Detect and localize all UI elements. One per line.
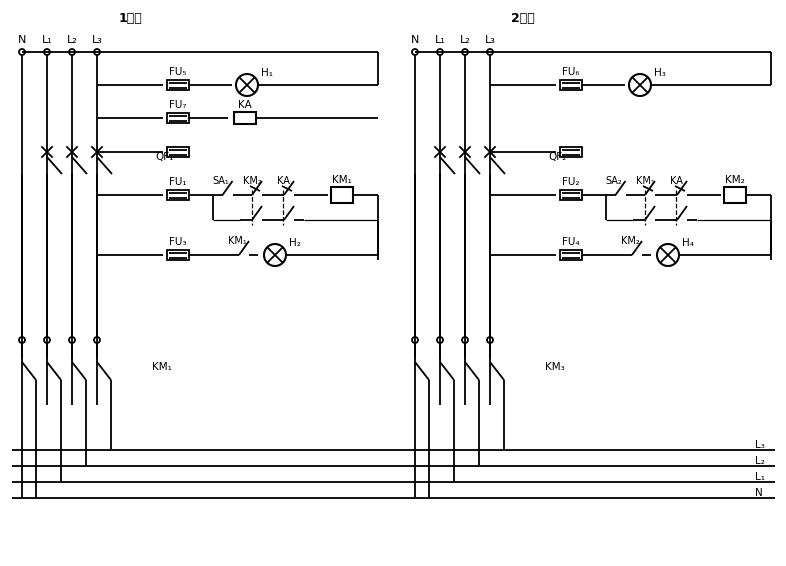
Text: L₁: L₁ — [435, 35, 446, 45]
Text: KM₃: KM₃ — [545, 362, 565, 372]
Text: KM₂: KM₂ — [621, 236, 639, 246]
Bar — [167, 80, 189, 90]
Text: FU₄: FU₄ — [562, 237, 580, 247]
Text: L₂: L₂ — [67, 35, 77, 45]
Bar — [560, 190, 582, 200]
Text: SA₁: SA₁ — [213, 176, 230, 186]
Text: L₃: L₃ — [91, 35, 102, 45]
Text: FU₅: FU₅ — [169, 67, 187, 77]
Text: KA: KA — [238, 100, 252, 110]
Text: L₃: L₃ — [484, 35, 495, 45]
Text: KA: KA — [277, 176, 289, 186]
Text: FU₆: FU₆ — [562, 67, 580, 77]
Text: KM₁: KM₁ — [152, 362, 172, 372]
Text: L₂: L₂ — [755, 456, 765, 466]
Text: SA₂: SA₂ — [606, 176, 623, 186]
Text: L₂: L₂ — [460, 35, 470, 45]
Circle shape — [657, 244, 679, 266]
Text: 2电源: 2电源 — [511, 11, 535, 24]
Text: L₁: L₁ — [42, 35, 53, 45]
Bar — [331, 187, 353, 203]
Bar — [724, 187, 746, 203]
Text: KM₁: KM₁ — [332, 175, 352, 185]
Text: KM₁: KM₁ — [636, 176, 655, 186]
Text: 1电源: 1电源 — [118, 11, 142, 24]
Text: FU₂: FU₂ — [562, 177, 580, 187]
Text: L₁: L₁ — [755, 472, 765, 482]
Text: FU₇: FU₇ — [169, 100, 187, 110]
Text: N: N — [755, 488, 762, 498]
Text: H₁: H₁ — [261, 68, 273, 78]
Text: H₂: H₂ — [289, 238, 301, 248]
Text: FU₃: FU₃ — [169, 237, 187, 247]
Bar — [167, 190, 189, 200]
Text: H₃: H₃ — [654, 68, 666, 78]
Bar — [167, 113, 189, 123]
Bar — [560, 147, 582, 157]
Text: KM₂: KM₂ — [725, 175, 745, 185]
Text: QF₂: QF₂ — [548, 152, 566, 162]
Text: KM₁: KM₁ — [228, 236, 246, 246]
Bar — [560, 80, 582, 90]
Text: KA: KA — [670, 176, 682, 186]
Bar — [560, 250, 582, 260]
Text: KM₂: KM₂ — [243, 176, 262, 186]
Bar — [234, 112, 256, 124]
Text: N: N — [411, 35, 419, 45]
Text: QF₁: QF₁ — [155, 152, 174, 162]
Text: N: N — [18, 35, 26, 45]
Text: H₄: H₄ — [682, 238, 694, 248]
Text: FU₁: FU₁ — [169, 177, 187, 187]
Circle shape — [236, 74, 258, 96]
Circle shape — [264, 244, 286, 266]
Bar — [167, 250, 189, 260]
Bar — [167, 147, 189, 157]
Text: L₃: L₃ — [755, 440, 765, 450]
Circle shape — [629, 74, 651, 96]
